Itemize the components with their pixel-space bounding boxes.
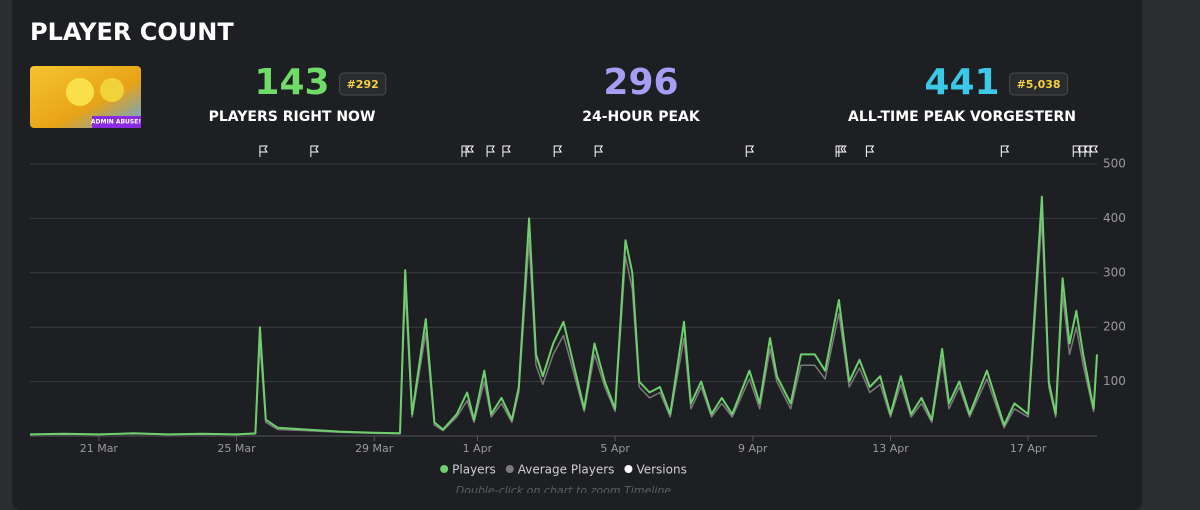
version-flag: [1089, 145, 1099, 157]
chart-note: Double-click on chart to zoom Timeline: [456, 484, 672, 493]
x-tick-label: 29 Mar: [355, 442, 394, 455]
stat-value: 441: [924, 62, 999, 103]
version-flag: [502, 145, 511, 157]
stats: 143 PLAYERS RIGHT NOW #292 296 24-HOUR PEAK 4…: [209, 62, 1076, 125]
y-tick-label: 100: [1103, 374, 1126, 388]
legend-label: Versions: [636, 463, 686, 477]
rank-badge-text: #292: [347, 78, 379, 91]
thumbnail-figure: [100, 78, 124, 102]
title: PLAYER COUNT: [30, 18, 234, 46]
version-flag: [310, 145, 319, 157]
x-tick-label: 25 Mar: [217, 442, 256, 455]
version-flag: [486, 145, 496, 157]
x-tick-label: 5 Apr: [600, 442, 630, 455]
rank-badge: [339, 72, 387, 96]
legend: Players Average Players Versions: [440, 463, 687, 477]
x-tick-label: 13 Apr: [872, 442, 909, 455]
legend-marker: [505, 465, 514, 473]
x-tick-label: 9 Apr: [738, 442, 768, 455]
rank-badge: [1009, 72, 1069, 96]
x-tick-label: 1 Apr: [463, 442, 493, 455]
y-tick-label: 400: [1103, 211, 1126, 225]
page: PLAYER COUNT ADMIN ABUSE! 143 PLAYERS RIG…: [12, 0, 1142, 510]
thumbnail-caption: ADMIN ABUSE!: [91, 119, 141, 126]
version-flag: [1072, 145, 1082, 157]
version-flag: [259, 145, 268, 157]
version-flag: [553, 145, 563, 157]
x-tick-label: 17 Apr: [1010, 442, 1047, 455]
stat-label: PLAYERS RIGHT NOW: [209, 109, 376, 125]
legend-label: Players: [452, 463, 496, 477]
y-tick-label: 200: [1103, 320, 1126, 334]
card: [12, 0, 1142, 510]
rank-badge-text: #5,038: [1017, 78, 1061, 91]
version-flag: [838, 145, 847, 157]
version-flag: [465, 145, 475, 157]
chart: 100 200 300 400 500 21 Mar 25 Mar 29 Mar 1 Apr 5 …: [29, 145, 1126, 493]
legend-marker: [440, 465, 449, 473]
version-flag: [745, 145, 755, 157]
x-tick-label: 21 Mar: [80, 442, 119, 455]
panel: PLAYER COUNT ADMIN ABUSE! 143 PLAYERS RIG…: [29, 18, 1126, 493]
legend-marker: [624, 465, 633, 473]
y-tick-label: 300: [1103, 265, 1126, 279]
version-flag: [594, 145, 604, 157]
stat-value: 143: [254, 62, 329, 103]
thumbnail-banner: [92, 116, 141, 128]
series-line: [30, 217, 1098, 436]
stat-label: 24-HOUR PEAK: [582, 109, 701, 125]
version-flag: [1000, 145, 1010, 157]
stat-value: 296: [603, 62, 678, 103]
series-line: [29, 195, 1098, 436]
stat-label: ALL-TIME PEAK VORGESTERN: [848, 109, 1076, 125]
thumbnail-figure: [66, 78, 94, 106]
legend-label: Average Players: [518, 463, 615, 477]
y-tick-label: 500: [1103, 157, 1126, 171]
version-flag: [865, 145, 875, 157]
